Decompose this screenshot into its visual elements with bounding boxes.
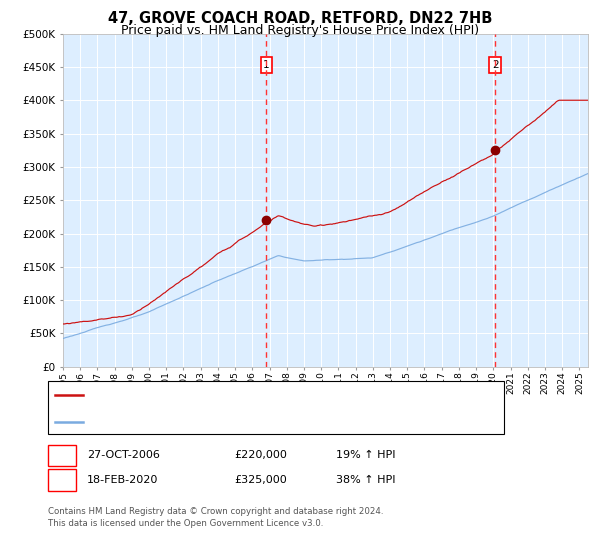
Text: 2: 2 xyxy=(492,60,499,70)
Text: This data is licensed under the Open Government Licence v3.0.: This data is licensed under the Open Gov… xyxy=(48,519,323,528)
Text: 1: 1 xyxy=(58,450,65,460)
Text: 2: 2 xyxy=(58,475,65,485)
Text: 47, GROVE COACH ROAD, RETFORD, DN22 7HB: 47, GROVE COACH ROAD, RETFORD, DN22 7HB xyxy=(108,11,492,26)
Text: HPI: Average price, detached house, Bassetlaw: HPI: Average price, detached house, Bass… xyxy=(86,417,317,427)
Text: Contains HM Land Registry data © Crown copyright and database right 2024.: Contains HM Land Registry data © Crown c… xyxy=(48,507,383,516)
Text: 1: 1 xyxy=(263,60,270,70)
Text: £220,000: £220,000 xyxy=(234,450,287,460)
Text: 27-OCT-2006: 27-OCT-2006 xyxy=(87,450,160,460)
Text: Price paid vs. HM Land Registry's House Price Index (HPI): Price paid vs. HM Land Registry's House … xyxy=(121,24,479,36)
Text: 18-FEB-2020: 18-FEB-2020 xyxy=(87,475,158,485)
Text: 47, GROVE COACH ROAD, RETFORD, DN22 7HB (detached house): 47, GROVE COACH ROAD, RETFORD, DN22 7HB … xyxy=(86,390,409,400)
Text: 38% ↑ HPI: 38% ↑ HPI xyxy=(336,475,395,485)
Text: 19% ↑ HPI: 19% ↑ HPI xyxy=(336,450,395,460)
Text: £325,000: £325,000 xyxy=(234,475,287,485)
